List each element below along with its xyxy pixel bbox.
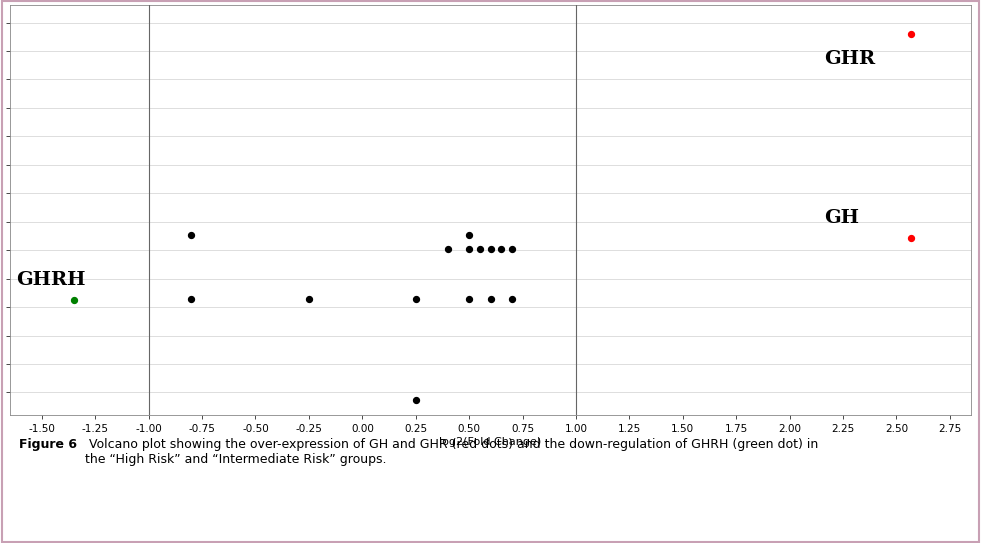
Point bbox=[183, 295, 199, 304]
Text: Figure 6: Figure 6 bbox=[20, 438, 77, 451]
Point bbox=[461, 231, 477, 239]
Text: GHRH: GHRH bbox=[17, 271, 85, 289]
Point bbox=[461, 245, 477, 254]
Point bbox=[408, 396, 424, 405]
Point bbox=[439, 245, 455, 254]
Point bbox=[183, 231, 199, 239]
Point bbox=[904, 233, 919, 242]
Point bbox=[504, 295, 520, 304]
Point bbox=[904, 29, 919, 38]
Text: GH: GH bbox=[824, 209, 858, 228]
Text: Volcano plot showing the over-expression of GH and GHR (red dots) and the down-r: Volcano plot showing the over-expression… bbox=[84, 438, 818, 466]
Point bbox=[483, 295, 498, 304]
Point bbox=[461, 295, 477, 304]
Point bbox=[504, 245, 520, 254]
Point bbox=[66, 296, 81, 305]
Point bbox=[472, 245, 488, 254]
Point bbox=[408, 295, 424, 304]
Point bbox=[483, 245, 498, 254]
Point bbox=[493, 245, 509, 254]
X-axis label: log2(Fold Change): log2(Fold Change) bbox=[439, 437, 542, 447]
Title: Volcano Plot (Study: DIBELLAXDARIO, HIGH vs LOW, Fold Change Boundary: 2.0, P-Va: Volcano Plot (Study: DIBELLAXDARIO, HIGH… bbox=[234, 0, 747, 2]
Point bbox=[301, 295, 317, 304]
Text: GHR: GHR bbox=[824, 50, 875, 68]
